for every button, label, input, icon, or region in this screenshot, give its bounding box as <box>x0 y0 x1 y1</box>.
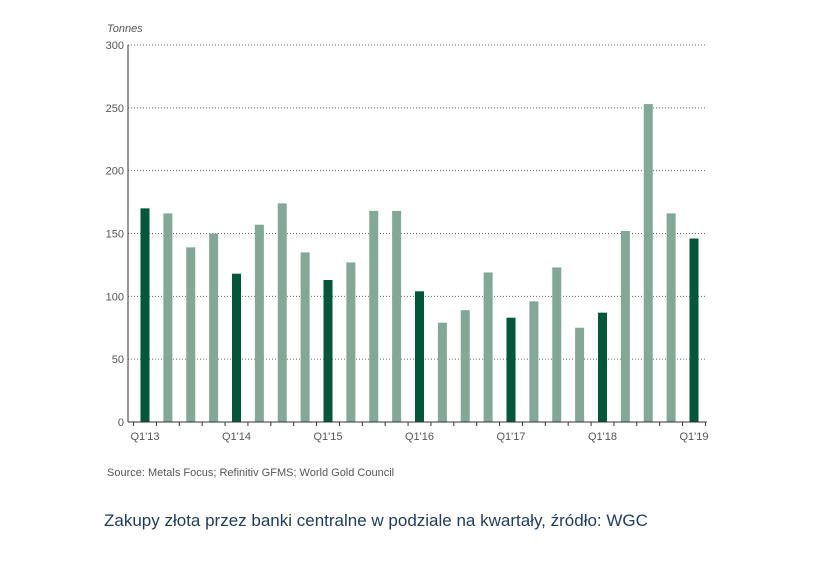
bar-Q1'16 <box>415 291 424 422</box>
bar-Q2'13 <box>163 213 173 422</box>
bar-Q2'16 <box>437 322 447 422</box>
x-tick-label: Q1'13 <box>130 431 159 443</box>
bar-Q2'18 <box>620 230 630 422</box>
figure-caption: Zakupy złota przez banki centralne w pod… <box>104 511 648 530</box>
source-note: Source: Metals Focus; Refinitiv GFMS; Wo… <box>107 467 394 479</box>
bar-Q2'14 <box>254 224 264 422</box>
bar-Q1'18 <box>598 312 607 422</box>
bar-Q3'17 <box>552 267 562 422</box>
bar-Q1'17 <box>506 317 516 422</box>
bar-Q4'15 <box>392 210 402 422</box>
bar-Q4'14 <box>300 252 310 422</box>
bar-Q1'13 <box>140 208 150 422</box>
x-tick-label: Q1'19 <box>679 431 708 443</box>
bar-Q4'16 <box>483 272 493 422</box>
x-tick-label: Q1'15 <box>313 431 342 443</box>
bar-Q4'17 <box>575 327 585 422</box>
x-tick-label: Q1'18 <box>588 431 617 443</box>
y-tick-label: 300 <box>106 40 124 52</box>
y-tick-label: 100 <box>106 291 124 303</box>
bar-Q1'15 <box>323 279 333 422</box>
y-tick-label: 200 <box>106 166 124 178</box>
bar-Q4'18 <box>666 213 676 422</box>
y-tick-label: 0 <box>118 417 124 429</box>
bar-Q1'19 <box>689 238 699 422</box>
bar-Q3'18 <box>643 104 653 423</box>
bar-Q3'16 <box>460 310 470 422</box>
bar-Q4'13 <box>209 233 219 422</box>
bar-Q3'14 <box>277 203 287 422</box>
y-tick-label: 150 <box>106 229 124 241</box>
bar-Q2'17 <box>529 301 539 422</box>
y-tick-label: 250 <box>106 103 124 115</box>
y-tick-label: 50 <box>112 354 124 366</box>
bar-Q3'13 <box>186 247 196 422</box>
x-tick-label: Q1'16 <box>405 431 434 443</box>
bar-chart: Tonnes 0 50 100 150 200 250 300 Q1'13 Q1'14 Q1'15… <box>106 23 709 479</box>
x-tick-label: Q1'14 <box>222 431 251 443</box>
bar-Q3'15 <box>369 210 379 422</box>
x-tick-label: Q1'17 <box>496 431 525 443</box>
bar-Q1'14 <box>232 273 241 422</box>
bar-Q2'15 <box>346 262 356 422</box>
y-axis-label: Tonnes <box>107 23 143 35</box>
